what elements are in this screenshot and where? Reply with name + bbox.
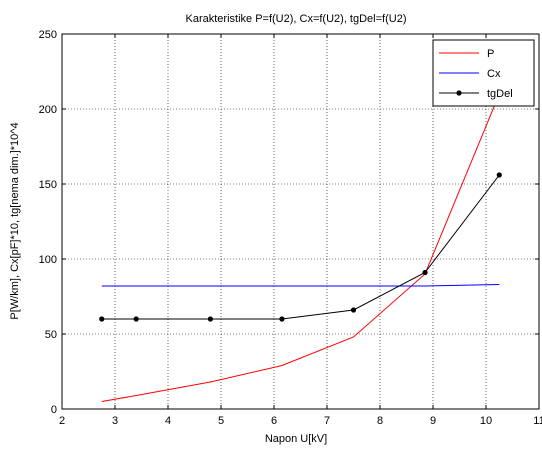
- y-tick-label: 200: [39, 104, 57, 116]
- y-tick-label: 50: [45, 329, 57, 341]
- x-tick-label: 9: [430, 415, 436, 427]
- data-point-tgdel: [350, 307, 357, 313]
- legend: P Cx tgDel: [432, 39, 535, 107]
- chart-title: Karakteristike P=f(U2), Cx=f(U2), tgDel=…: [186, 13, 407, 25]
- data-point-tgdel: [279, 316, 285, 322]
- legend-marker-tgdel: [456, 90, 462, 96]
- x-tick-label: 8: [377, 415, 383, 427]
- data-point-tgdel: [99, 316, 105, 322]
- legend-box: [432, 39, 535, 107]
- data-point-tgdel: [496, 172, 502, 178]
- x-tick-label: 10: [480, 415, 492, 427]
- x-tick-label: 4: [165, 415, 171, 427]
- legend-label-cx: Cx: [487, 68, 501, 80]
- x-tick-label: 2: [59, 415, 65, 427]
- data-point-tgdel: [133, 316, 139, 322]
- x-tick-label: 6: [271, 415, 277, 427]
- legend-label-p: P: [487, 48, 494, 60]
- data-point-tgdel: [422, 269, 428, 276]
- grid: [62, 34, 539, 409]
- y-tick-label: 0: [51, 404, 57, 416]
- x-tick-label: 11: [533, 415, 542, 427]
- y-tick-label: 250: [39, 29, 57, 41]
- y-axis-label: P[W/km], Cx[pF]*10, tg[nema dim.]*10^4: [9, 122, 21, 319]
- y-tick-label: 150: [39, 179, 57, 191]
- x-tick-label: 5: [218, 415, 224, 427]
- x-tick-label: 7: [324, 415, 330, 427]
- x-tick-label: 3: [112, 415, 118, 427]
- x-axis-label: Napon U[kV]: [265, 433, 327, 445]
- ticks: 2 3 4 5 6 7 8 9 10 11 0 50 100 150 200 250: [39, 29, 542, 427]
- legend-label-tgdel: tgDel: [487, 88, 513, 100]
- series-layer: [99, 93, 502, 402]
- plot-frame: [61, 33, 540, 410]
- y-tick-label: 100: [39, 254, 57, 266]
- series-line-cx: [101, 284, 500, 287]
- data-point-tgdel: [207, 316, 213, 322]
